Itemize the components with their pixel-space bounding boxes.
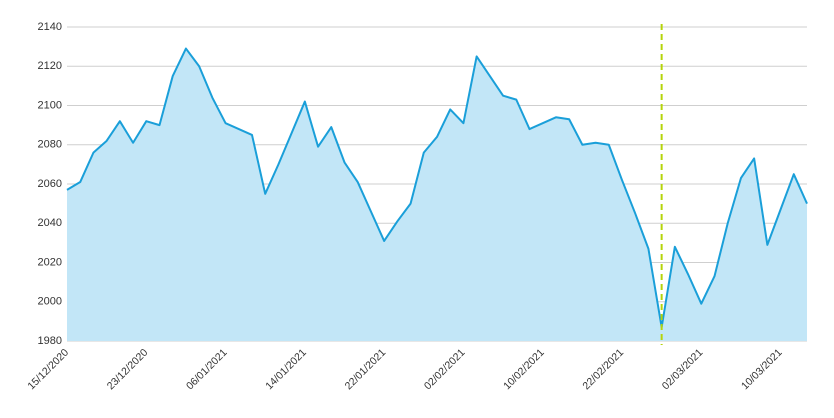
x-tick-label: 10/02/2021 bbox=[501, 346, 547, 392]
y-tick-label: 2080 bbox=[38, 139, 62, 151]
x-tick-label: 22/02/2021 bbox=[580, 346, 626, 392]
y-tick-label: 2060 bbox=[38, 178, 62, 190]
x-tick-label: 10/03/2021 bbox=[739, 346, 785, 392]
y-tick-label: 2020 bbox=[38, 256, 62, 268]
x-tick-label: 23/12/2020 bbox=[105, 346, 151, 392]
y-tick-label: 2100 bbox=[38, 99, 62, 111]
y-tick-label: 2120 bbox=[38, 60, 62, 72]
x-tick-label: 02/03/2021 bbox=[660, 346, 706, 392]
y-tick-label: 2040 bbox=[38, 217, 62, 229]
y-tick-label: 2000 bbox=[38, 296, 62, 308]
x-tick-label: 22/01/2021 bbox=[343, 346, 389, 392]
x-tick-label: 02/02/2021 bbox=[422, 346, 468, 392]
x-tick-label: 06/01/2021 bbox=[184, 346, 230, 392]
y-tick-label: 2140 bbox=[38, 21, 62, 33]
x-tick-label: 14/01/2021 bbox=[263, 346, 309, 392]
x-tick-label: 15/12/2020 bbox=[25, 346, 71, 392]
y-tick-label: 1980 bbox=[38, 335, 62, 347]
line bbox=[66, 47, 808, 329]
area-fill bbox=[67, 48, 807, 342]
